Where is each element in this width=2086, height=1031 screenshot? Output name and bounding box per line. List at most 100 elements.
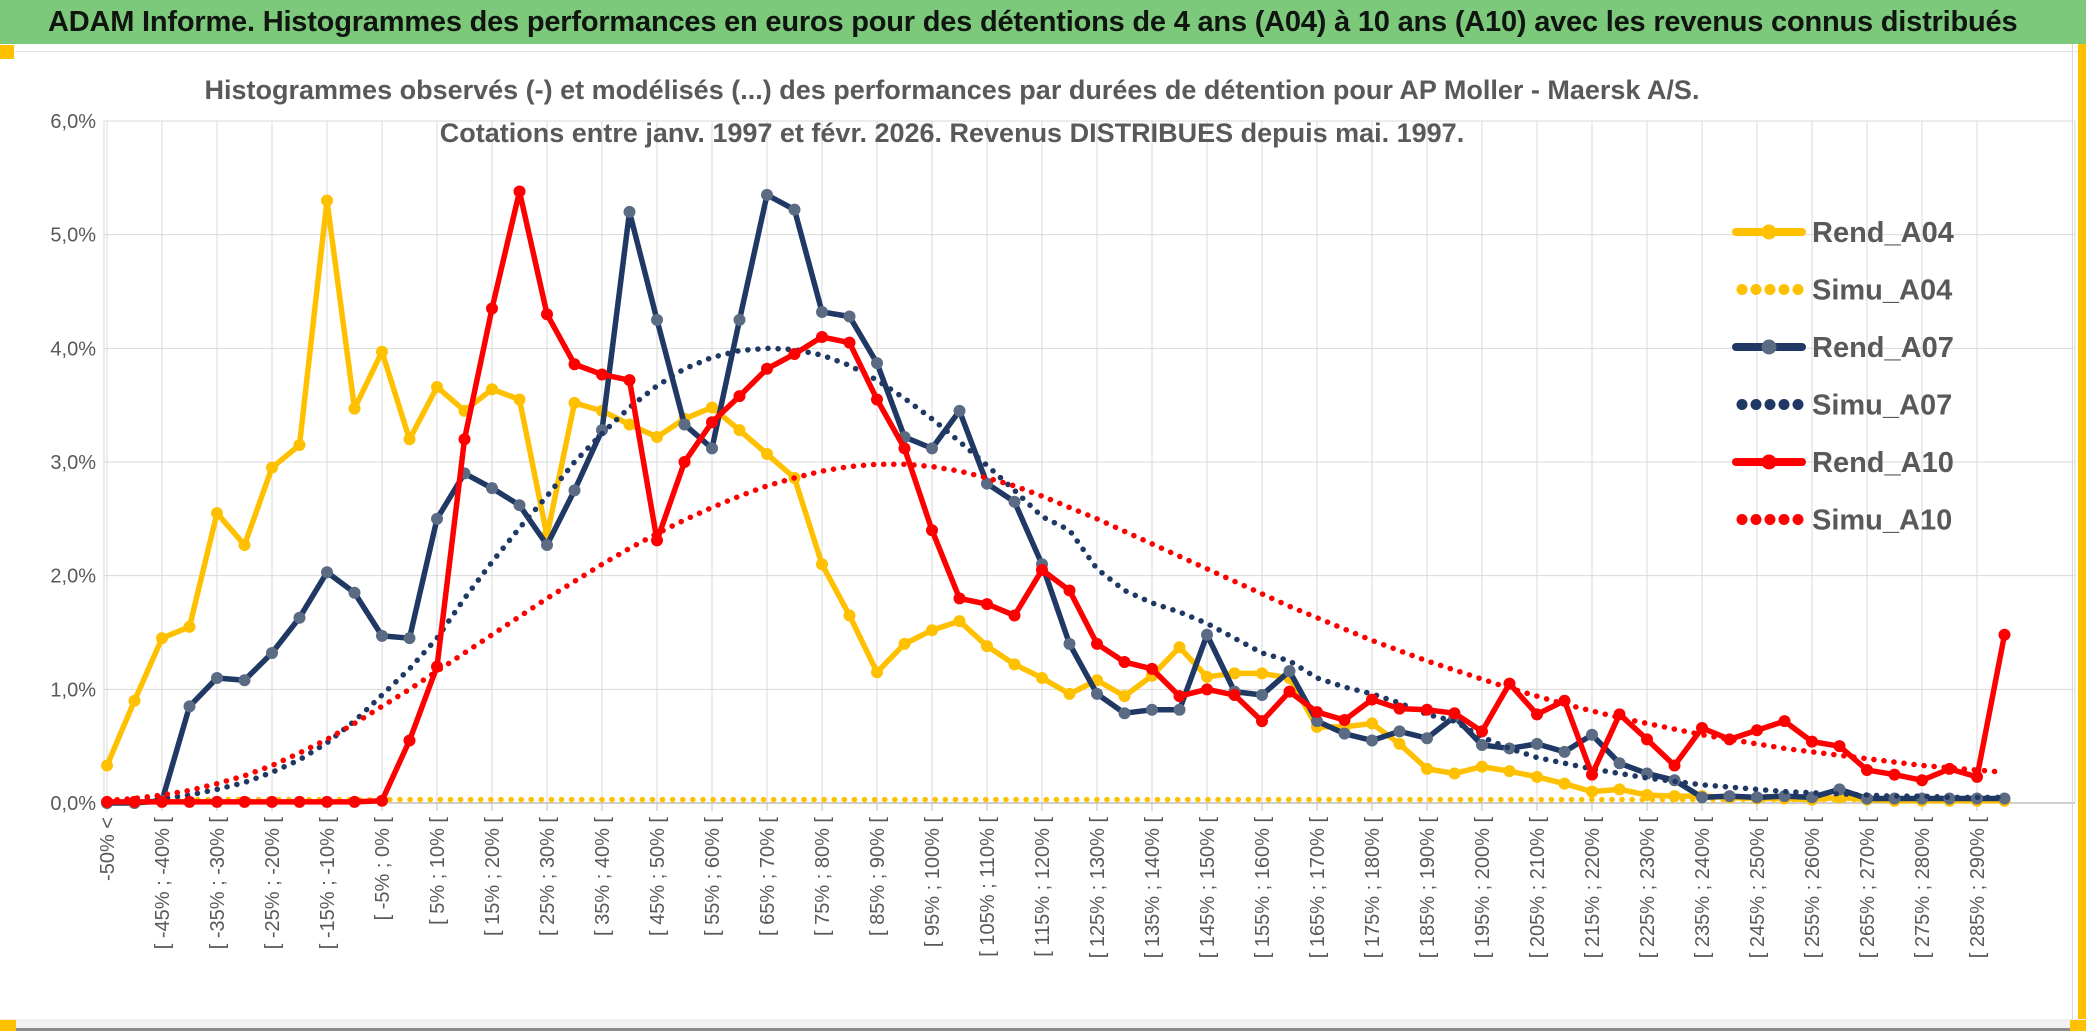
data-point [1586, 768, 1598, 781]
sheet-accent-bottom-left [0, 1020, 16, 1031]
data-point [376, 794, 388, 807]
data-point [981, 477, 993, 490]
data-point [1063, 637, 1076, 650]
window-border-right [2072, 44, 2073, 1020]
data-point [843, 609, 856, 622]
legend-item-Simu_A10[interactable]: Simu_A10 [1736, 505, 1953, 537]
legend-swatch-dotted [1778, 514, 1790, 525]
series-Rend_A10 [101, 185, 2011, 808]
data-point [238, 795, 251, 808]
x-tick-label: [ 265% ; 270% [ [1857, 817, 1879, 959]
data-point [1778, 715, 1791, 728]
legend-swatch-marker [1761, 224, 1777, 240]
series-Simu_A10 [104, 461, 2008, 804]
data-point [926, 624, 938, 637]
series-Rend_A07 [101, 188, 2011, 809]
data-point [183, 700, 196, 713]
data-point [981, 598, 993, 611]
data-point [1668, 759, 1681, 772]
data-point [1036, 671, 1048, 684]
data-point [1256, 715, 1268, 728]
data-point [1393, 702, 1406, 715]
data-point [981, 640, 993, 653]
legend-swatch-marker [1761, 454, 1777, 470]
legend-item-Rend_A04[interactable]: Rend_A04 [1732, 217, 1954, 249]
data-point [1833, 740, 1846, 753]
data-point [1366, 734, 1378, 747]
data-point [1421, 762, 1433, 775]
data-point [953, 615, 966, 628]
y-tick-label: 1,0% [50, 679, 96, 701]
data-point [953, 404, 966, 417]
data-point [1476, 725, 1488, 738]
data-point [1228, 689, 1241, 702]
data-point [376, 629, 388, 642]
data-point [266, 795, 278, 808]
legend-swatch-dotted [1764, 284, 1776, 295]
data-point [431, 512, 443, 525]
x-tick-label: [ -45% ; -40% [ [152, 817, 174, 950]
data-point [1586, 728, 1598, 741]
legend-swatch-marker [1761, 339, 1777, 355]
data-point [1531, 770, 1543, 783]
data-point [156, 795, 168, 808]
data-point [596, 368, 608, 381]
data-point [1696, 791, 1708, 804]
x-tick-label: -50% < [97, 817, 119, 881]
data-point [403, 734, 416, 747]
x-tick-label: [ 35% ; 40% [ [592, 817, 614, 936]
data-point [1146, 662, 1158, 675]
legend-item-Rend_A10[interactable]: Rend_A10 [1732, 447, 1954, 479]
legend-swatch-dotted [1778, 399, 1790, 410]
legend-label: Rend_A07 [1812, 332, 1954, 364]
x-tick-label: [ 45% ; 50% [ [647, 817, 669, 936]
chart-title-line2: Cotations entre janv. 1997 et févr. 2026… [440, 118, 1464, 148]
data-point [953, 592, 966, 605]
x-tick-label: [ -35% ; -30% [ [207, 817, 229, 950]
legend-item-Simu_A04[interactable]: Simu_A04 [1736, 275, 1953, 307]
data-point [486, 383, 498, 396]
data-point [816, 305, 828, 318]
data-point [1696, 721, 1708, 734]
header-divider [0, 51, 2086, 52]
data-point [568, 484, 581, 497]
data-point [706, 401, 718, 414]
data-point [266, 646, 278, 659]
legend-label: Simu_A07 [1812, 390, 1952, 422]
x-tick-label: [ 275% ; 280% [ [1912, 817, 1934, 959]
legend-swatch-dotted [1764, 514, 1776, 525]
data-point [348, 402, 361, 415]
data-point [541, 308, 553, 321]
data-point [1311, 706, 1323, 719]
legend-item-Simu_A07[interactable]: Simu_A07 [1736, 390, 1953, 422]
data-point [926, 524, 938, 537]
legend-label: Rend_A04 [1812, 217, 1954, 249]
data-point [568, 358, 581, 371]
x-tick-label: [ 125% ; 130% [ [1087, 817, 1109, 959]
data-point [843, 336, 856, 349]
data-point [156, 632, 168, 645]
x-tick-label: [ 145% ; 150% [ [1197, 817, 1219, 959]
x-tick-label: [ 185% ; 190% [ [1417, 817, 1439, 959]
data-point [211, 795, 223, 808]
data-point [376, 345, 388, 358]
data-point [513, 393, 526, 406]
x-tick-label: [ 135% ; 140% [ [1142, 817, 1164, 959]
data-point [1201, 683, 1213, 696]
data-point [1613, 757, 1626, 770]
data-point [348, 795, 361, 808]
header-title: ADAM Informe. Histogrammes des performan… [48, 5, 2018, 38]
data-point [568, 396, 581, 409]
sheet-accent-right [2078, 44, 2086, 1031]
legend-item-Rend_A07[interactable]: Rend_A07 [1732, 332, 1954, 364]
data-point [761, 448, 773, 461]
data-point [1063, 584, 1076, 597]
data-point [898, 442, 911, 455]
data-point [1998, 628, 2011, 641]
data-point [1173, 703, 1186, 716]
data-point [293, 611, 306, 624]
data-point [1421, 703, 1433, 716]
x-tick-label: [ 25% ; 30% [ [537, 817, 559, 936]
data-point [1283, 665, 1296, 678]
